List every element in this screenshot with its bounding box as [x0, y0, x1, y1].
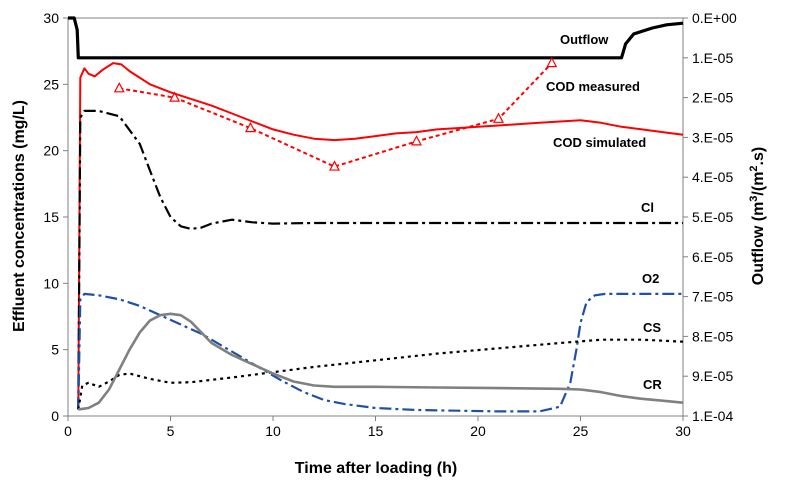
data-point-cod-measured [113, 82, 125, 93]
series-line-outflow [68, 16, 684, 60]
y-tick-label: 25 [43, 76, 59, 92]
y-tick-label: 10 [43, 275, 59, 291]
x-tick-label: 30 [675, 423, 691, 439]
annotation-cl: Cl [641, 200, 654, 215]
series-line-o2 [77, 292, 683, 413]
series-line-cr [78, 312, 684, 411]
series-line-cod-simulated [77, 62, 684, 410]
y2-tick-label: 3.E-05 [692, 129, 733, 145]
annotation-outflow: Outflow [560, 32, 609, 47]
series-line-cod-measured [119, 62, 553, 168]
plot-frame [67, 17, 684, 417]
y-axis-title: Effluent concentrations (mg/L) [11, 100, 28, 332]
annotation-cod-simulated: COD simulated [553, 135, 646, 150]
y-tick-label: 0 [51, 408, 59, 424]
data-point-cod-measured [244, 121, 256, 133]
y-tick-label: 5 [51, 342, 59, 358]
x-tick-label: 25 [573, 423, 589, 439]
data-point-cod-measured [546, 56, 558, 68]
x-tick-label: 15 [368, 423, 384, 439]
x-tick-label: 5 [167, 423, 175, 439]
y2-axis-title: Outflow (m3/(m2.s) [748, 147, 767, 285]
annotation-cod-measured: COD measured [546, 79, 640, 94]
series-line-cs [77, 338, 684, 410]
series-line-cl [77, 109, 683, 410]
data-point-cod-measured [493, 112, 504, 123]
y2-tick-label: 4.E-05 [692, 169, 733, 185]
y2-tick-label: 7.E-05 [692, 289, 733, 305]
annotation-cr: CR [643, 377, 662, 392]
y2-tick-label: 9.E-05 [692, 368, 733, 384]
y-tick-label: 30 [43, 10, 59, 26]
y2-tick-label: 0.E+00 [692, 10, 737, 26]
y2-tick-label: 6.E-05 [692, 249, 733, 265]
y2-tick-label: 1.E-04 [692, 408, 733, 424]
data-point-cod-measured [329, 160, 340, 171]
series-layer [68, 16, 684, 413]
y2-tick-label: 8.E-05 [692, 328, 733, 344]
x-tick-label: 20 [470, 423, 486, 439]
y2-tick-label: 5.E-05 [692, 209, 733, 225]
annotation-cs: CS [643, 320, 661, 335]
x-axis-title: Time after loading (h) [295, 460, 457, 477]
y2-tick-label: 1.E-05 [692, 50, 733, 66]
x-tick-label: 0 [64, 423, 72, 439]
y-tick-label: 15 [43, 209, 59, 225]
x-tick-label: 10 [265, 423, 281, 439]
annotation-layer: Outflow COD measured COD simulated Cl O2… [546, 32, 662, 392]
data-point-cod-measured [411, 135, 422, 146]
axes: 0 5 10 15 20 25 30 0 5 10 15 20 25 30 0.E+00 1.E-05 2.E-… [43, 10, 737, 439]
data-point-cod-measured [169, 91, 181, 102]
annotation-o2: O2 [642, 271, 659, 286]
y-tick-label: 20 [43, 143, 59, 159]
y2-tick-label: 2.E-05 [692, 90, 733, 106]
